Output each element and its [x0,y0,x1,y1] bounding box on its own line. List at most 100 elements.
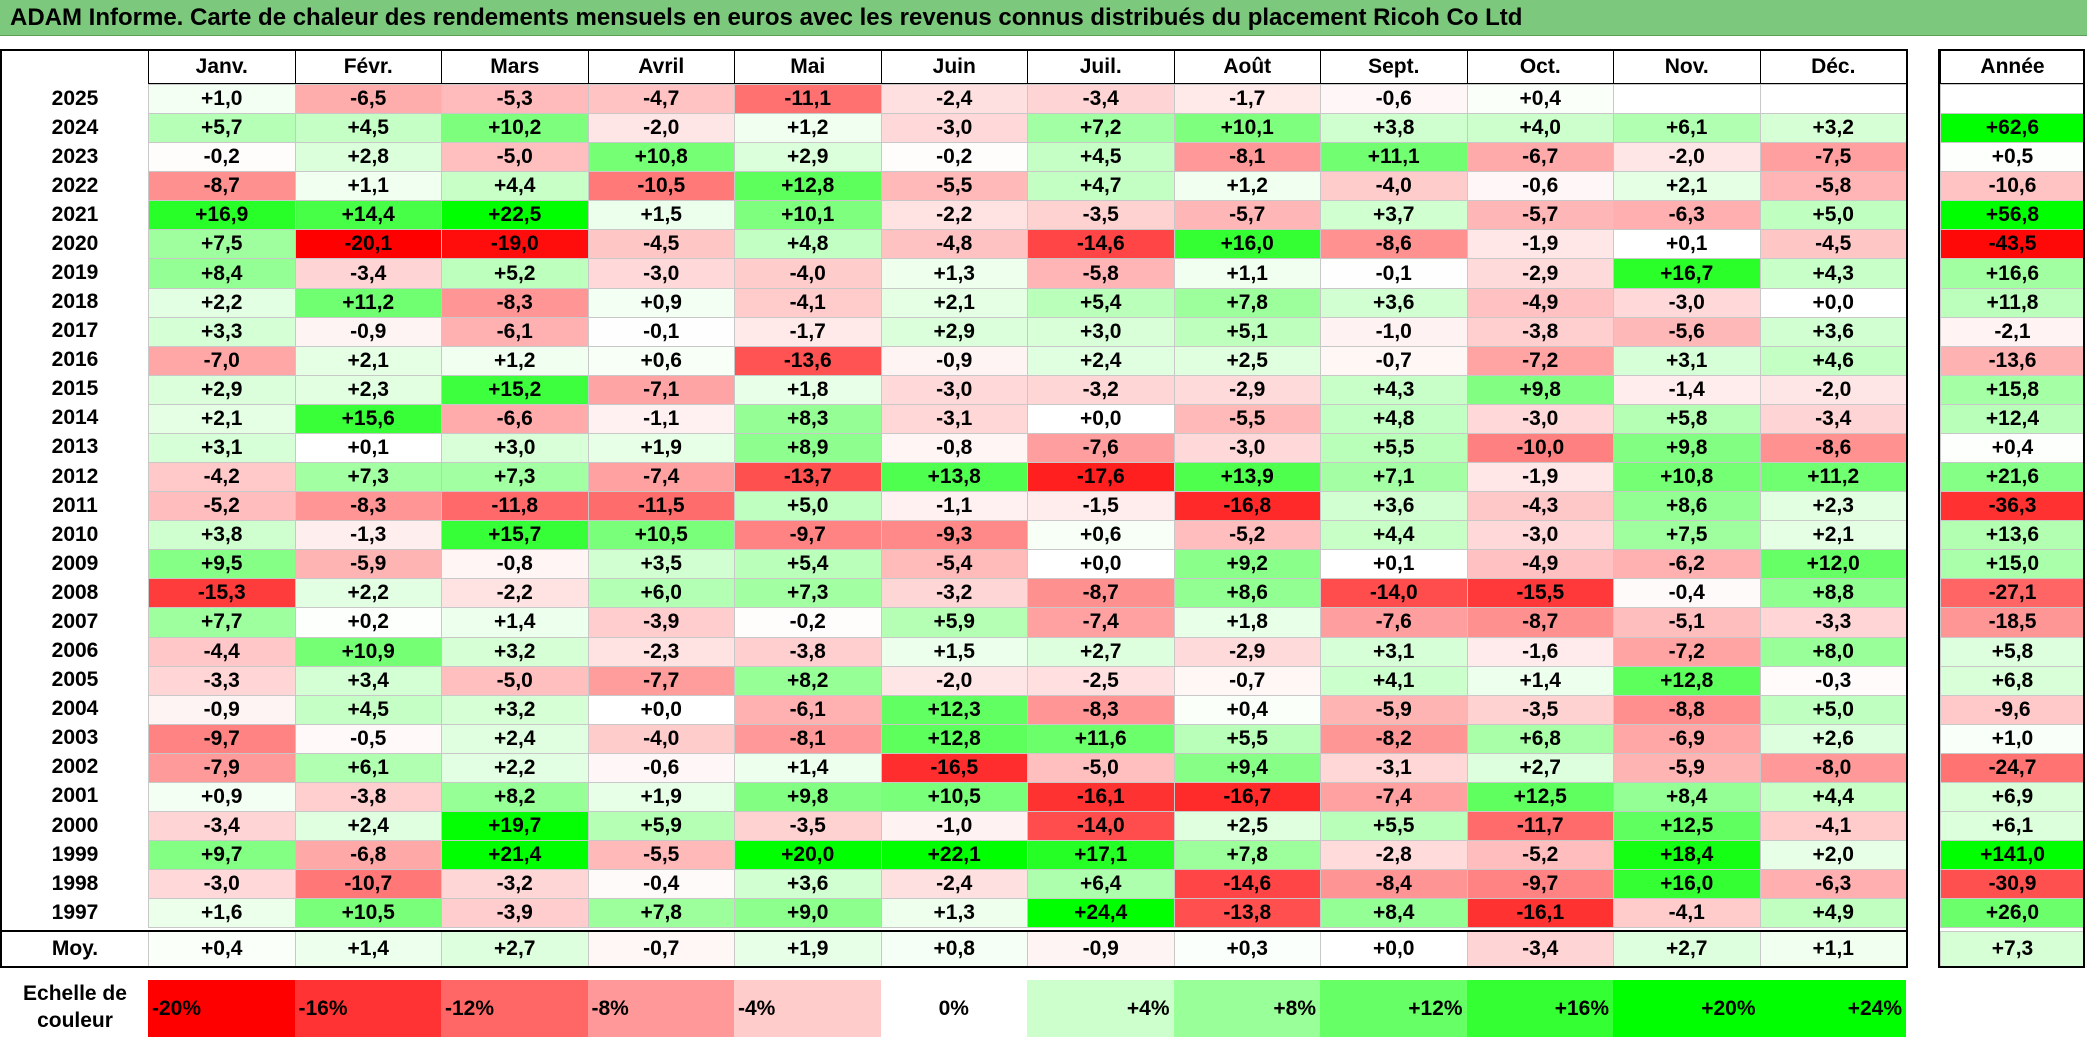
heatmap-cell: +11,6 [1027,723,1175,754]
heatmap-cell: +4,5 [294,113,442,144]
heatmap-cell: -9,3 [880,520,1028,551]
heatmap-cell: +3,1 [1320,636,1468,667]
heatmap-cell: +5,0 [1759,694,1907,725]
year-label: 2023 [51,144,99,168]
heatmap-cell: +4,5 [294,694,442,725]
average-cell: +0,4 [148,931,296,967]
heatmap-cell: +10,1 [1173,113,1321,144]
annual-header: Année [1940,50,2085,84]
heatmap-cell: -4,5 [587,229,735,260]
heatmap-cell: +1,1 [294,171,442,202]
heatmap-cell: -0,9 [294,316,442,347]
heatmap-cell: +8,6 [1613,491,1761,522]
heatmap-cell: +12,5 [1466,781,1614,812]
year-label: 2008 [51,580,99,604]
heatmap-cell: +11,1 [1320,142,1468,173]
heatmap-cell: +2,7 [1466,752,1614,783]
heatmap-cell: -5,2 [148,491,296,522]
annual-cell: +0,4 [1940,432,2085,464]
heatmap-cell: +7,1 [1320,462,1468,493]
heatmap-cell: +3,4 [294,665,442,696]
heatmap-cell: -3,5 [734,811,882,842]
heatmap-cell: -1,9 [1466,462,1614,493]
heatmap-cell: -1,1 [587,403,735,434]
heatmap-cell: -2,0 [1613,142,1761,173]
heatmap-cell: -2,9 [1466,258,1614,289]
heatmap-cell: +3,0 [1027,316,1175,347]
heatmap-cell: +10,8 [587,142,735,173]
heatmap-cell: -3,8 [294,781,442,812]
annual-cell: +0,5 [1940,142,2085,173]
heatmap-cell: -3,3 [1759,607,1907,638]
heatmap-cell: +0,4 [1466,84,1614,115]
heatmap-cell: -0,6 [587,752,735,783]
heatmap-cell: -7,0 [148,345,296,376]
heatmap-cell: -6,2 [1613,549,1761,580]
heatmap-cell: +1,6 [148,898,296,929]
heatmap-cell: +5,5 [1173,723,1321,754]
year-label: 1997 [51,900,99,924]
heatmap-cell: -5,7 [1466,200,1614,231]
heatmap-cell: -2,0 [1759,374,1907,405]
color-scale-label: Echelle de couleur [23,982,127,1032]
heatmap-cell: -4,2 [148,462,296,493]
heatmap-cell: +4,5 [1027,142,1175,173]
heatmap-cell: -3,5 [1027,200,1175,231]
heatmap-cell: -9,7 [148,723,296,754]
annual-cell: -10,6 [1940,171,2085,202]
heatmap-cell: -2,4 [880,869,1028,900]
heatmap-cell: -2,9 [1173,374,1321,405]
heatmap-cell: +4,8 [734,229,882,260]
annual-cell: +6,1 [1940,811,2085,842]
heatmap-cell: -17,6 [1027,462,1175,493]
heatmap-cell: +2,0 [1759,840,1907,871]
heatmap-cell: +22,1 [880,840,1028,871]
average-label: Moy. [51,937,99,960]
average-cell: +0,3 [1173,931,1321,967]
heatmap-cell: +22,5 [441,200,589,231]
heatmap-cell: +7,8 [587,898,735,929]
annual-cell: +15,8 [1940,374,2085,405]
heatmap-cell: -16,8 [1173,491,1321,522]
heatmap-cell: -3,2 [441,869,589,900]
heatmap-cell: +12,0 [1759,549,1907,580]
heatmap-cell: +2,9 [880,316,1028,347]
average-cell: +0,8 [880,931,1028,967]
heatmap-cell: +16,0 [1173,229,1321,260]
heatmap-cell: -14,6 [1027,229,1175,260]
heatmap-cell: +12,8 [734,171,882,202]
heatmap-cell: +1,8 [734,374,882,405]
heatmap-cell: -19,0 [441,229,589,260]
month-header: Mars [441,50,589,84]
heatmap-cell: +12,3 [880,694,1028,725]
heatmap-cell: -6,1 [441,316,589,347]
heatmap-cell: +18,4 [1613,840,1761,871]
heatmap-cell: -16,5 [880,752,1028,783]
heatmap-cell: -7,6 [1027,432,1175,464]
heatmap-cell: +10,9 [294,636,442,667]
average-cell: +2,7 [1613,931,1761,967]
heatmap-cell: -0,8 [880,432,1028,464]
heatmap-cell: +3,8 [148,520,296,551]
heatmap-cell: -6,5 [294,84,442,115]
heatmap-cell: -8,1 [734,723,882,754]
heatmap-cell: -0,2 [880,142,1028,173]
heatmap-cell: +15,7 [441,520,589,551]
year-label: 2025 [51,86,99,110]
annual-cell: -24,7 [1940,752,2085,783]
average-cell: +1,4 [294,931,442,967]
heatmap-cell: +3,2 [441,694,589,725]
heatmap-cell: +4,3 [1320,374,1468,405]
year-label: 2002 [51,755,99,779]
year-label: 2009 [51,551,99,575]
heatmap-cell: +2,1 [880,287,1028,318]
heatmap-cell: +0,6 [587,345,735,376]
heatmap-cell: -4,9 [1466,549,1614,580]
heatmap-cell: +0,6 [1027,520,1175,551]
heatmap-cell: +16,9 [148,200,296,231]
heatmap-cell [1613,84,1761,115]
heatmap-cell: -2,0 [880,665,1028,696]
heatmap-cell: -4,0 [1320,171,1468,202]
heatmap-cell: -14,6 [1173,869,1321,900]
year-label: 2017 [51,319,99,343]
